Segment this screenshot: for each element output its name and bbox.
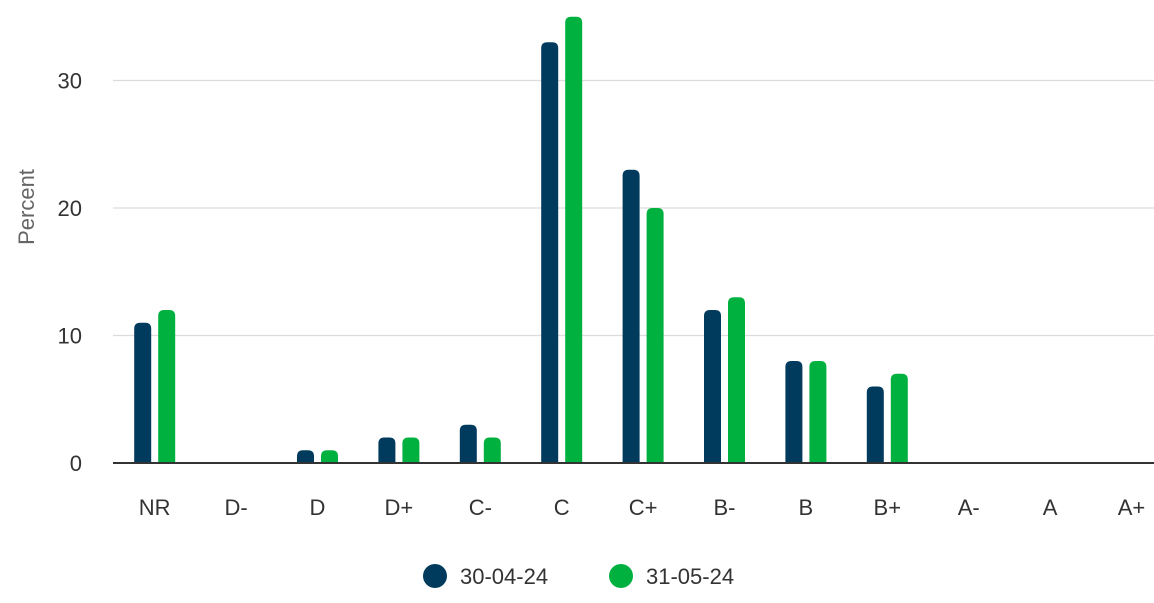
- bar: [890, 373, 908, 463]
- bar: [866, 386, 884, 463]
- x-tick-label: B-: [714, 495, 736, 520]
- x-tick-label: C+: [629, 495, 658, 520]
- bar: [646, 208, 664, 463]
- legend-label: 30-04-24: [460, 564, 548, 589]
- bar: [321, 450, 338, 463]
- x-tick-label: NR: [139, 495, 171, 520]
- bar: [134, 322, 152, 463]
- bar: [158, 310, 176, 463]
- y-tick-labels: 0 10 20 30: [58, 69, 82, 477]
- bar: [704, 310, 721, 463]
- x-tick-label: B: [799, 495, 814, 520]
- x-tick-label: B+: [874, 495, 902, 520]
- y-tick-label: 20: [58, 196, 82, 221]
- bar: [402, 437, 420, 463]
- bar: [622, 169, 640, 463]
- bar: [541, 42, 559, 463]
- x-tick-label: D-: [224, 495, 247, 520]
- bars: [134, 16, 908, 463]
- x-tick-label: C-: [469, 495, 492, 520]
- y-tick-label: 10: [58, 324, 82, 349]
- x-tick-label: D+: [385, 495, 414, 520]
- legend-label: 31-05-24: [646, 564, 734, 589]
- bar: [809, 361, 827, 463]
- x-tick-label: A+: [1118, 495, 1146, 520]
- x-tick-label: A: [1043, 495, 1058, 520]
- x-tick-labels: NR D- D D+ C- C C+ B- B B+ A- A A+: [139, 495, 1145, 520]
- y-tick-label: 30: [58, 69, 82, 94]
- bar: [378, 437, 396, 463]
- x-tick-label: D: [310, 495, 326, 520]
- y-tick-label: 0: [70, 451, 82, 476]
- bar: [459, 424, 477, 463]
- y-axis-label: Percent: [14, 169, 39, 245]
- legend-marker: [423, 564, 447, 588]
- legend: 30-04-24 31-05-24: [423, 564, 734, 589]
- bar: [297, 450, 314, 463]
- bar: [565, 16, 583, 463]
- bar: [728, 297, 745, 463]
- bar: [483, 437, 501, 463]
- bar: [785, 361, 803, 463]
- x-tick-label: A-: [958, 495, 980, 520]
- legend-marker: [609, 564, 633, 588]
- x-tick-label: C: [554, 495, 570, 520]
